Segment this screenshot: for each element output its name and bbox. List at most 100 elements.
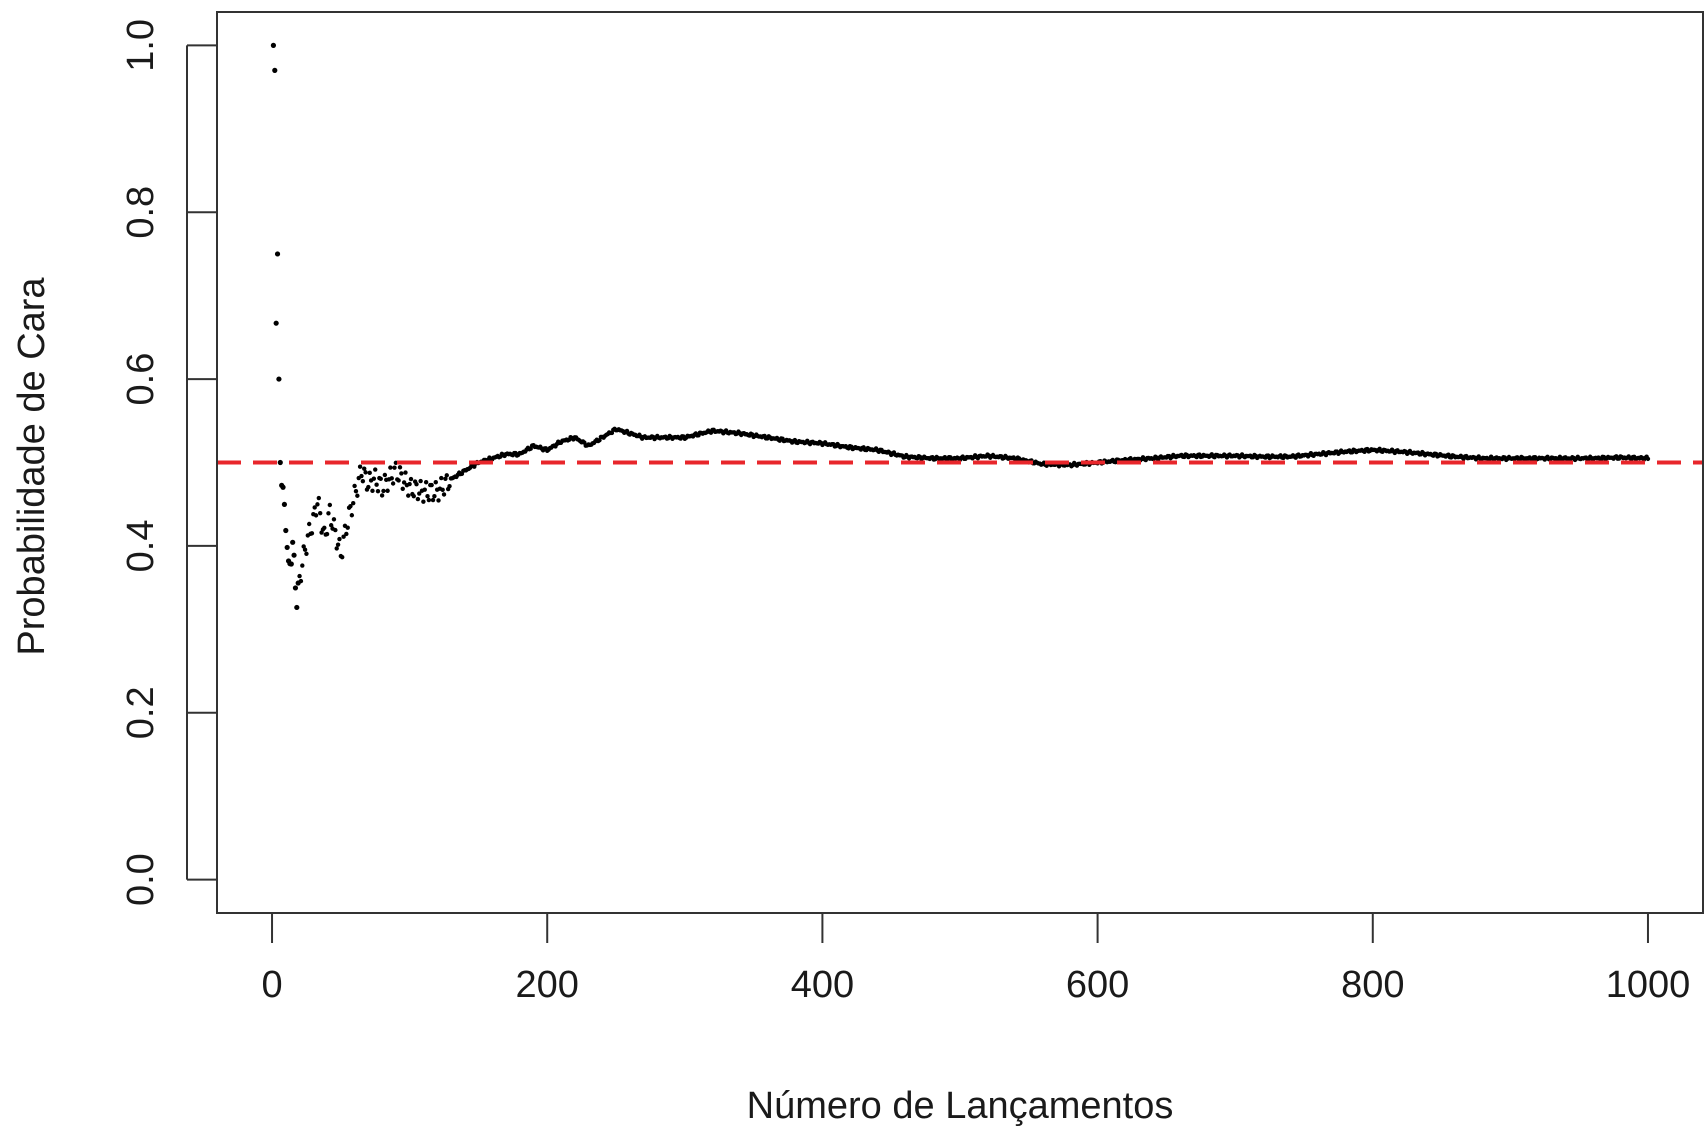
data-point bbox=[284, 544, 290, 551]
data-point bbox=[406, 493, 411, 498]
data-point bbox=[388, 465, 393, 470]
data-point bbox=[436, 498, 441, 503]
data-point bbox=[363, 470, 368, 475]
data-point bbox=[417, 491, 422, 496]
data-point bbox=[390, 481, 396, 486]
y-tick-label: 0.2 bbox=[120, 686, 162, 739]
data-point bbox=[374, 482, 379, 487]
x-tick-label: 400 bbox=[791, 964, 854, 1006]
data-point bbox=[333, 527, 338, 533]
data-point bbox=[335, 542, 341, 547]
data-point bbox=[381, 488, 386, 494]
data-point bbox=[385, 488, 390, 493]
data-point bbox=[304, 551, 309, 557]
data-point bbox=[432, 493, 437, 499]
data-point bbox=[300, 563, 305, 568]
data-point bbox=[399, 471, 404, 476]
y-axis-title: Probabilidade de Cara bbox=[11, 277, 53, 656]
data-point bbox=[312, 505, 317, 510]
y-tick-label: 0.4 bbox=[120, 520, 162, 573]
y-tick-label: 1.0 bbox=[120, 19, 162, 72]
data-point bbox=[370, 488, 375, 494]
data-point bbox=[274, 251, 281, 257]
data-point bbox=[408, 476, 414, 482]
data-point bbox=[317, 510, 323, 516]
data-point bbox=[280, 484, 286, 490]
data-point bbox=[359, 473, 364, 479]
data-point bbox=[371, 476, 377, 481]
data-point bbox=[411, 493, 416, 499]
data-point bbox=[273, 320, 279, 326]
data-point bbox=[373, 467, 378, 472]
data-point bbox=[430, 497, 436, 503]
data-point bbox=[357, 464, 363, 469]
x-tick-label: 0 bbox=[261, 964, 282, 1006]
data-point bbox=[378, 476, 383, 481]
data-point bbox=[403, 470, 408, 475]
data-point bbox=[360, 478, 366, 484]
data-point bbox=[340, 554, 345, 560]
data-point bbox=[291, 552, 297, 558]
data-point bbox=[298, 578, 304, 584]
data-point bbox=[440, 487, 445, 492]
data-point bbox=[396, 478, 401, 483]
data-point bbox=[401, 480, 407, 485]
data-point bbox=[414, 482, 419, 487]
x-tick-label: 1000 bbox=[1606, 964, 1691, 1006]
data-point bbox=[290, 539, 296, 545]
data-point bbox=[415, 496, 421, 502]
data-point bbox=[326, 511, 331, 516]
data-point bbox=[382, 472, 388, 478]
x-tick-label: 200 bbox=[516, 964, 579, 1006]
data-point bbox=[423, 480, 429, 485]
data-point bbox=[316, 495, 322, 501]
data-point bbox=[270, 42, 277, 48]
data-point bbox=[292, 585, 299, 591]
data-point bbox=[429, 482, 434, 488]
data-point bbox=[313, 513, 319, 518]
data-point bbox=[351, 500, 356, 506]
data-point bbox=[315, 502, 320, 507]
data-point bbox=[288, 561, 294, 567]
data-point bbox=[392, 465, 397, 470]
data-point bbox=[418, 478, 423, 484]
data-point bbox=[397, 465, 403, 470]
data-point bbox=[1645, 456, 1651, 462]
data-point bbox=[331, 517, 337, 522]
data-point bbox=[421, 499, 426, 504]
data-point bbox=[367, 470, 372, 476]
data-point bbox=[334, 546, 339, 551]
data-point bbox=[337, 536, 342, 542]
data-point bbox=[433, 480, 438, 485]
data-point bbox=[366, 484, 371, 490]
data-point bbox=[447, 483, 452, 489]
data-point bbox=[353, 488, 359, 494]
data-point bbox=[443, 476, 448, 481]
data-point bbox=[276, 376, 282, 382]
data-point bbox=[407, 481, 412, 487]
data-point bbox=[309, 531, 315, 536]
data-point bbox=[444, 473, 449, 478]
data-point bbox=[324, 531, 330, 537]
data-point bbox=[355, 493, 360, 498]
data-point bbox=[327, 502, 333, 508]
data-point bbox=[375, 488, 381, 494]
data-point bbox=[297, 573, 302, 579]
data-point bbox=[281, 501, 288, 508]
data-point bbox=[341, 534, 346, 539]
x-tick-label: 600 bbox=[1066, 964, 1129, 1006]
data-point bbox=[344, 531, 349, 537]
data-point bbox=[400, 486, 405, 491]
data-point bbox=[306, 521, 312, 527]
data-point bbox=[422, 487, 427, 492]
data-point bbox=[426, 497, 432, 503]
data-point bbox=[322, 525, 327, 530]
data-point bbox=[393, 460, 399, 465]
y-tick-label: 0.6 bbox=[120, 353, 162, 406]
data-point bbox=[441, 492, 447, 497]
data-point bbox=[329, 523, 334, 528]
data-point bbox=[345, 525, 350, 530]
data-point bbox=[349, 513, 355, 518]
data-point bbox=[302, 547, 308, 552]
